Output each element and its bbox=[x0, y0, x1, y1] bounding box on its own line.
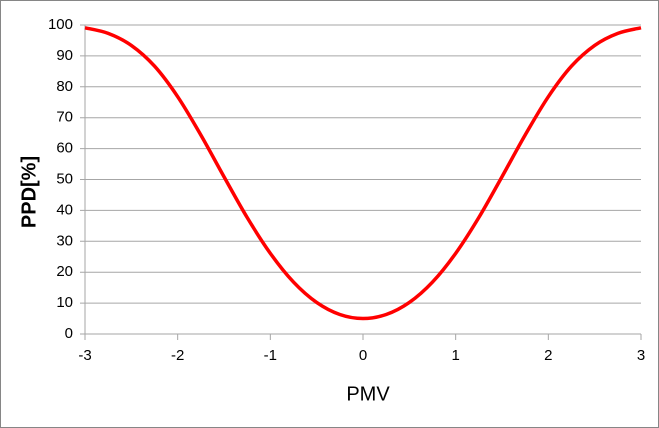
x-tick-label: -2 bbox=[171, 347, 184, 364]
x-tick-label: 2 bbox=[544, 347, 552, 364]
y-tick-label: 30 bbox=[56, 232, 73, 249]
y-tick-label: 80 bbox=[56, 78, 73, 95]
x-tick-label: 0 bbox=[359, 347, 367, 364]
x-tick-label: -3 bbox=[78, 347, 91, 364]
x-tick-label: -1 bbox=[264, 347, 277, 364]
y-tick-label: 0 bbox=[65, 325, 73, 342]
y-tick-label: 100 bbox=[48, 16, 73, 33]
y-tick-label: 70 bbox=[56, 109, 73, 126]
y-tick-label: 50 bbox=[56, 170, 73, 187]
data-line bbox=[84, 26, 642, 321]
y-tick-label: 90 bbox=[56, 47, 73, 64]
y-tick-label: 60 bbox=[56, 140, 73, 157]
x-tick-label: 1 bbox=[451, 347, 459, 364]
x-tick-label: 3 bbox=[637, 347, 645, 364]
y-tick-label: 20 bbox=[56, 263, 73, 280]
y-axis-label: PPD[%] bbox=[18, 156, 40, 228]
x-axis-label: PMV bbox=[346, 383, 390, 405]
y-tick-label: 40 bbox=[56, 201, 73, 218]
y-tick-label: 10 bbox=[56, 294, 73, 311]
